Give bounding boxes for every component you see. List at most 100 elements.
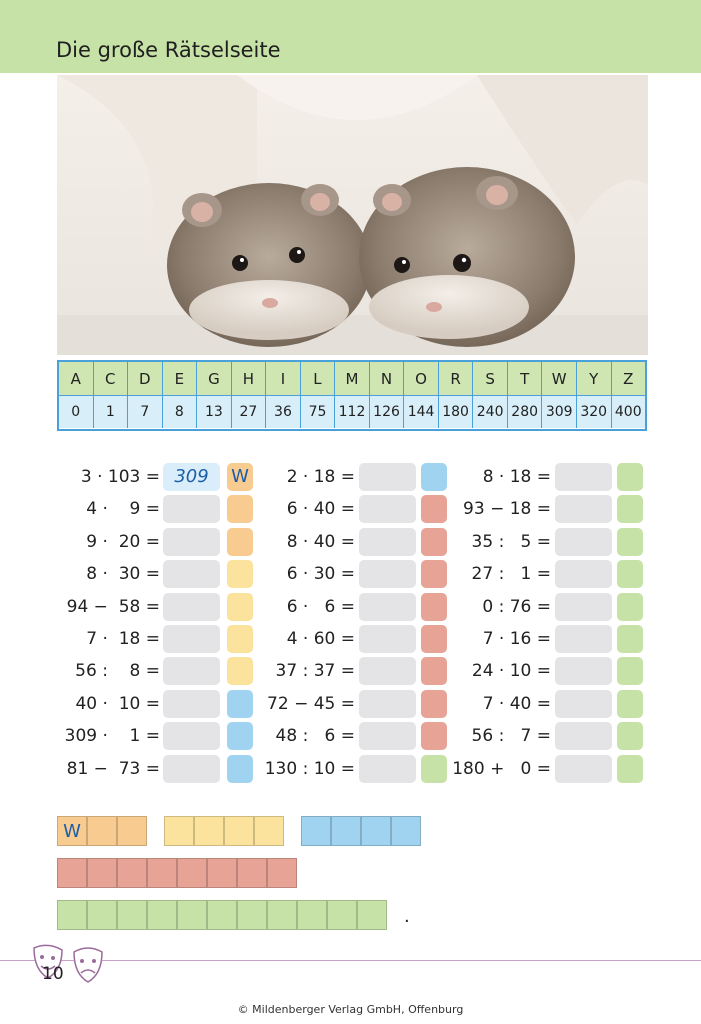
code-number: 280: [506, 395, 542, 428]
solution-letter-box[interactable]: [207, 858, 237, 888]
code-number: 8: [161, 395, 197, 428]
solution-letter-box[interactable]: [57, 900, 87, 930]
letter-field[interactable]: [617, 527, 643, 556]
answer-field[interactable]: [359, 754, 416, 783]
answer-field[interactable]: [359, 527, 416, 556]
equation-text: 8 · 40 =: [0, 528, 355, 556]
answer-field[interactable]: [163, 722, 220, 751]
letter-field[interactable]: [617, 560, 643, 589]
answer-field[interactable]: [163, 592, 220, 621]
answer-field[interactable]: [163, 625, 220, 653]
letter-field[interactable]: [227, 754, 253, 783]
letter-field[interactable]: [227, 527, 253, 556]
solution-letter-box[interactable]: [254, 816, 284, 846]
solution-letter-box[interactable]: [361, 816, 391, 846]
answer-field[interactable]: [163, 689, 220, 718]
theater-masks-icon: [26, 940, 110, 988]
answer-field[interactable]: [163, 495, 220, 524]
solution-letter-box[interactable]: [117, 858, 147, 888]
solution-letter-box[interactable]: [327, 900, 357, 930]
letter-field[interactable]: [227, 625, 253, 653]
solution-letter-box[interactable]: [177, 900, 207, 930]
solution-letter-box[interactable]: [391, 816, 421, 846]
letter-field[interactable]: [421, 625, 447, 653]
letter-field[interactable]: [617, 495, 643, 524]
solution-letter-box[interactable]: [87, 816, 117, 846]
answer-field[interactable]: [555, 657, 612, 686]
letter-field[interactable]: [421, 754, 447, 783]
solution-letter-box[interactable]: [147, 858, 177, 888]
solution-letter-box[interactable]: [207, 900, 237, 930]
answer-field[interactable]: [555, 463, 612, 491]
letter-field[interactable]: [617, 722, 643, 751]
letter-field[interactable]: [617, 689, 643, 718]
solution-letter-box[interactable]: [237, 900, 267, 930]
letter-field[interactable]: [617, 754, 643, 783]
equation-expression: 4 · 60 =: [286, 629, 355, 649]
letter-field[interactable]: [617, 592, 643, 621]
letter-field[interactable]: [227, 495, 253, 524]
solution-letter-box[interactable]: [267, 858, 297, 888]
letter-field[interactable]: [227, 592, 253, 621]
answer-field[interactable]: [555, 689, 612, 718]
letter-field[interactable]: W: [227, 463, 253, 491]
code-letter: H: [230, 362, 266, 395]
answer-field[interactable]: [359, 689, 416, 718]
answer-field[interactable]: 309: [163, 463, 220, 491]
answer-field[interactable]: [163, 560, 220, 589]
letter-field[interactable]: [617, 657, 643, 686]
solution-letter-box[interactable]: [301, 816, 331, 846]
equation-text: 40 · 10 =: [0, 690, 160, 718]
solution-letter-box[interactable]: [194, 816, 224, 846]
letter-field[interactable]: [227, 560, 253, 589]
letter-field[interactable]: [421, 560, 447, 589]
answer-field[interactable]: [359, 722, 416, 751]
solution-letter-box[interactable]: [87, 858, 117, 888]
answer-field[interactable]: [359, 592, 416, 621]
answer-field[interactable]: [163, 754, 220, 783]
answer-field[interactable]: [555, 495, 612, 524]
answer-field[interactable]: [163, 657, 220, 686]
answer-field[interactable]: [359, 463, 416, 491]
letter-field[interactable]: [617, 463, 643, 491]
solution-letter-box[interactable]: [117, 816, 147, 846]
answer-field[interactable]: [555, 527, 612, 556]
answer-field[interactable]: [555, 754, 612, 783]
solution-letter-box[interactable]: W: [57, 816, 87, 846]
solution-letter-box[interactable]: [357, 900, 387, 930]
answer-field[interactable]: [555, 722, 612, 751]
solution-letter-box[interactable]: [147, 900, 177, 930]
answer-field[interactable]: [555, 625, 612, 653]
solution-letter-box[interactable]: [87, 900, 117, 930]
answer-field[interactable]: [359, 560, 416, 589]
solution-letter-box[interactable]: [297, 900, 327, 930]
solution-letter-box[interactable]: [331, 816, 361, 846]
letter-field[interactable]: [227, 722, 253, 751]
equation-text: 8 · 30 =: [0, 560, 160, 588]
letter-field[interactable]: [421, 592, 447, 621]
letter-field[interactable]: [421, 657, 447, 686]
solution-letter-box[interactable]: [177, 858, 207, 888]
answer-field[interactable]: [163, 527, 220, 556]
solution-letter-box[interactable]: [224, 816, 254, 846]
solution-letter-box[interactable]: [267, 900, 297, 930]
answer-field[interactable]: [359, 625, 416, 653]
answer-field[interactable]: [359, 495, 416, 524]
letter-field[interactable]: [421, 495, 447, 524]
code-number-row: 0 1 7 8 13 27 36 75 112 126 144 180 240 280 309 320 400: [59, 395, 646, 428]
solution-letter-box[interactable]: [117, 900, 147, 930]
letter-field[interactable]: [421, 689, 447, 718]
letter-field[interactable]: [227, 689, 253, 718]
letter-field[interactable]: [421, 463, 447, 491]
letter-field[interactable]: [617, 625, 643, 653]
solution-letter-box[interactable]: [164, 816, 194, 846]
answer-field[interactable]: [555, 560, 612, 589]
letter-field[interactable]: [227, 657, 253, 686]
equation-text: 81 − 73 =: [0, 755, 160, 783]
answer-field[interactable]: [359, 657, 416, 686]
solution-letter-box[interactable]: [237, 858, 267, 888]
solution-letter-box[interactable]: [57, 858, 87, 888]
letter-field[interactable]: [421, 722, 447, 751]
letter-field[interactable]: [421, 527, 447, 556]
answer-field[interactable]: [555, 592, 612, 621]
